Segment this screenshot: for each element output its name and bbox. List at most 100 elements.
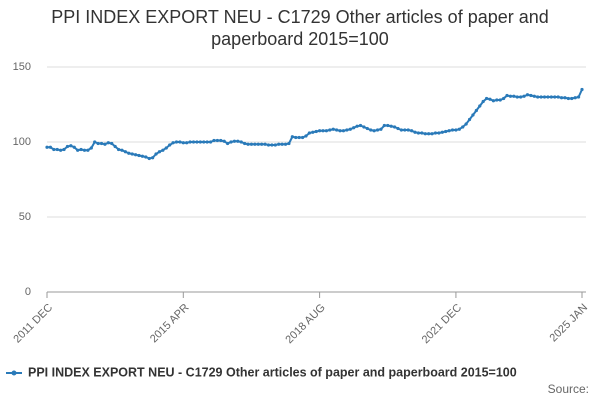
- data-point: [433, 131, 438, 135]
- data-point: [147, 156, 151, 161]
- data-point: [65, 144, 70, 149]
- x-tick-label: 2011 DEC: [11, 302, 55, 346]
- data-point: [335, 128, 339, 132]
- legend-marker: [11, 370, 17, 376]
- data-point: [413, 130, 417, 134]
- data-point: [287, 141, 291, 146]
- data-point: [532, 94, 536, 98]
- data-point: [256, 142, 260, 146]
- data-point: [508, 94, 513, 98]
- data-point: [396, 126, 400, 131]
- data-point: [59, 148, 63, 152]
- data-point: [566, 96, 570, 101]
- data-point: [454, 128, 458, 132]
- data-point: [573, 96, 577, 100]
- data-point: [236, 139, 240, 143]
- source-label: Source:: [548, 382, 589, 396]
- data-point: [341, 129, 346, 133]
- legend-label: PPI INDEX EXPORT NEU - C1729 Other artic…: [28, 365, 517, 379]
- data-point: [570, 96, 574, 101]
- data-point: [229, 140, 233, 144]
- data-point: [127, 151, 131, 155]
- data-point: [467, 117, 472, 122]
- data-point: [358, 123, 363, 128]
- data-point: [168, 143, 172, 147]
- data-point: [222, 139, 226, 143]
- data-point: [542, 95, 547, 99]
- data-point: [120, 148, 124, 152]
- data-point: [178, 140, 182, 144]
- data-point: [48, 145, 53, 149]
- data-point: [154, 152, 158, 156]
- data-point: [410, 129, 414, 133]
- data-point: [563, 96, 567, 100]
- data-point: [239, 140, 243, 144]
- data-point: [450, 128, 455, 132]
- data-point: [55, 147, 59, 152]
- data-point: [399, 128, 403, 132]
- data-point: [294, 135, 298, 140]
- data-point: [311, 130, 315, 134]
- data-point: [79, 147, 83, 152]
- data-point: [355, 124, 359, 128]
- data-point: [181, 141, 185, 145]
- data-point: [106, 141, 110, 145]
- data-point: [519, 95, 523, 99]
- data-point: [423, 132, 427, 136]
- data-point: [215, 138, 219, 143]
- data-point: [69, 144, 73, 148]
- data-point: [232, 139, 237, 143]
- data-point: [498, 98, 502, 102]
- data-point: [140, 154, 145, 158]
- data-point: [205, 140, 209, 144]
- data-point: [52, 147, 56, 152]
- data-point: [144, 155, 148, 159]
- data-point: [137, 153, 141, 158]
- data-point: [103, 142, 107, 146]
- data-point: [529, 93, 533, 98]
- data-point: [86, 148, 90, 152]
- data-point: [283, 142, 288, 146]
- data-point: [420, 131, 424, 135]
- data-point: [556, 95, 560, 99]
- data-point: [188, 140, 192, 144]
- data-point: [277, 142, 281, 146]
- data-point: [208, 140, 213, 144]
- data-point: [93, 140, 97, 144]
- data-point: [273, 143, 277, 147]
- data-point: [110, 141, 114, 146]
- data-point: [576, 95, 581, 99]
- data-point: [495, 98, 499, 102]
- data-point: [260, 142, 264, 146]
- data-point: [481, 99, 485, 104]
- x-tick-label: 2021 DEC: [420, 302, 464, 346]
- data-point: [369, 128, 373, 132]
- data-point: [263, 142, 267, 146]
- data-point: [246, 142, 250, 146]
- x-tick-label: 2025 JAN: [548, 302, 591, 345]
- data-point: [270, 143, 274, 147]
- data-point: [392, 125, 397, 129]
- data-point: [72, 145, 76, 149]
- data-point: [171, 141, 175, 145]
- data-point: [447, 129, 451, 133]
- data-point: [536, 95, 540, 99]
- data-point: [444, 129, 448, 134]
- data-point: [389, 124, 393, 128]
- data-point: [512, 94, 516, 98]
- data-point: [348, 127, 352, 131]
- data-point: [314, 129, 318, 134]
- data-point: [116, 147, 121, 152]
- data-point: [76, 148, 80, 152]
- data-point: [386, 123, 390, 128]
- data-point: [464, 122, 468, 126]
- y-tick-label: 150: [13, 61, 31, 73]
- data-point: [318, 129, 322, 133]
- data-point: [174, 140, 179, 144]
- data-point: [365, 126, 369, 131]
- data-point: [372, 129, 376, 133]
- data-point: [161, 148, 165, 152]
- data-point: [113, 144, 117, 149]
- data-point: [96, 141, 100, 146]
- data-point: [580, 87, 584, 92]
